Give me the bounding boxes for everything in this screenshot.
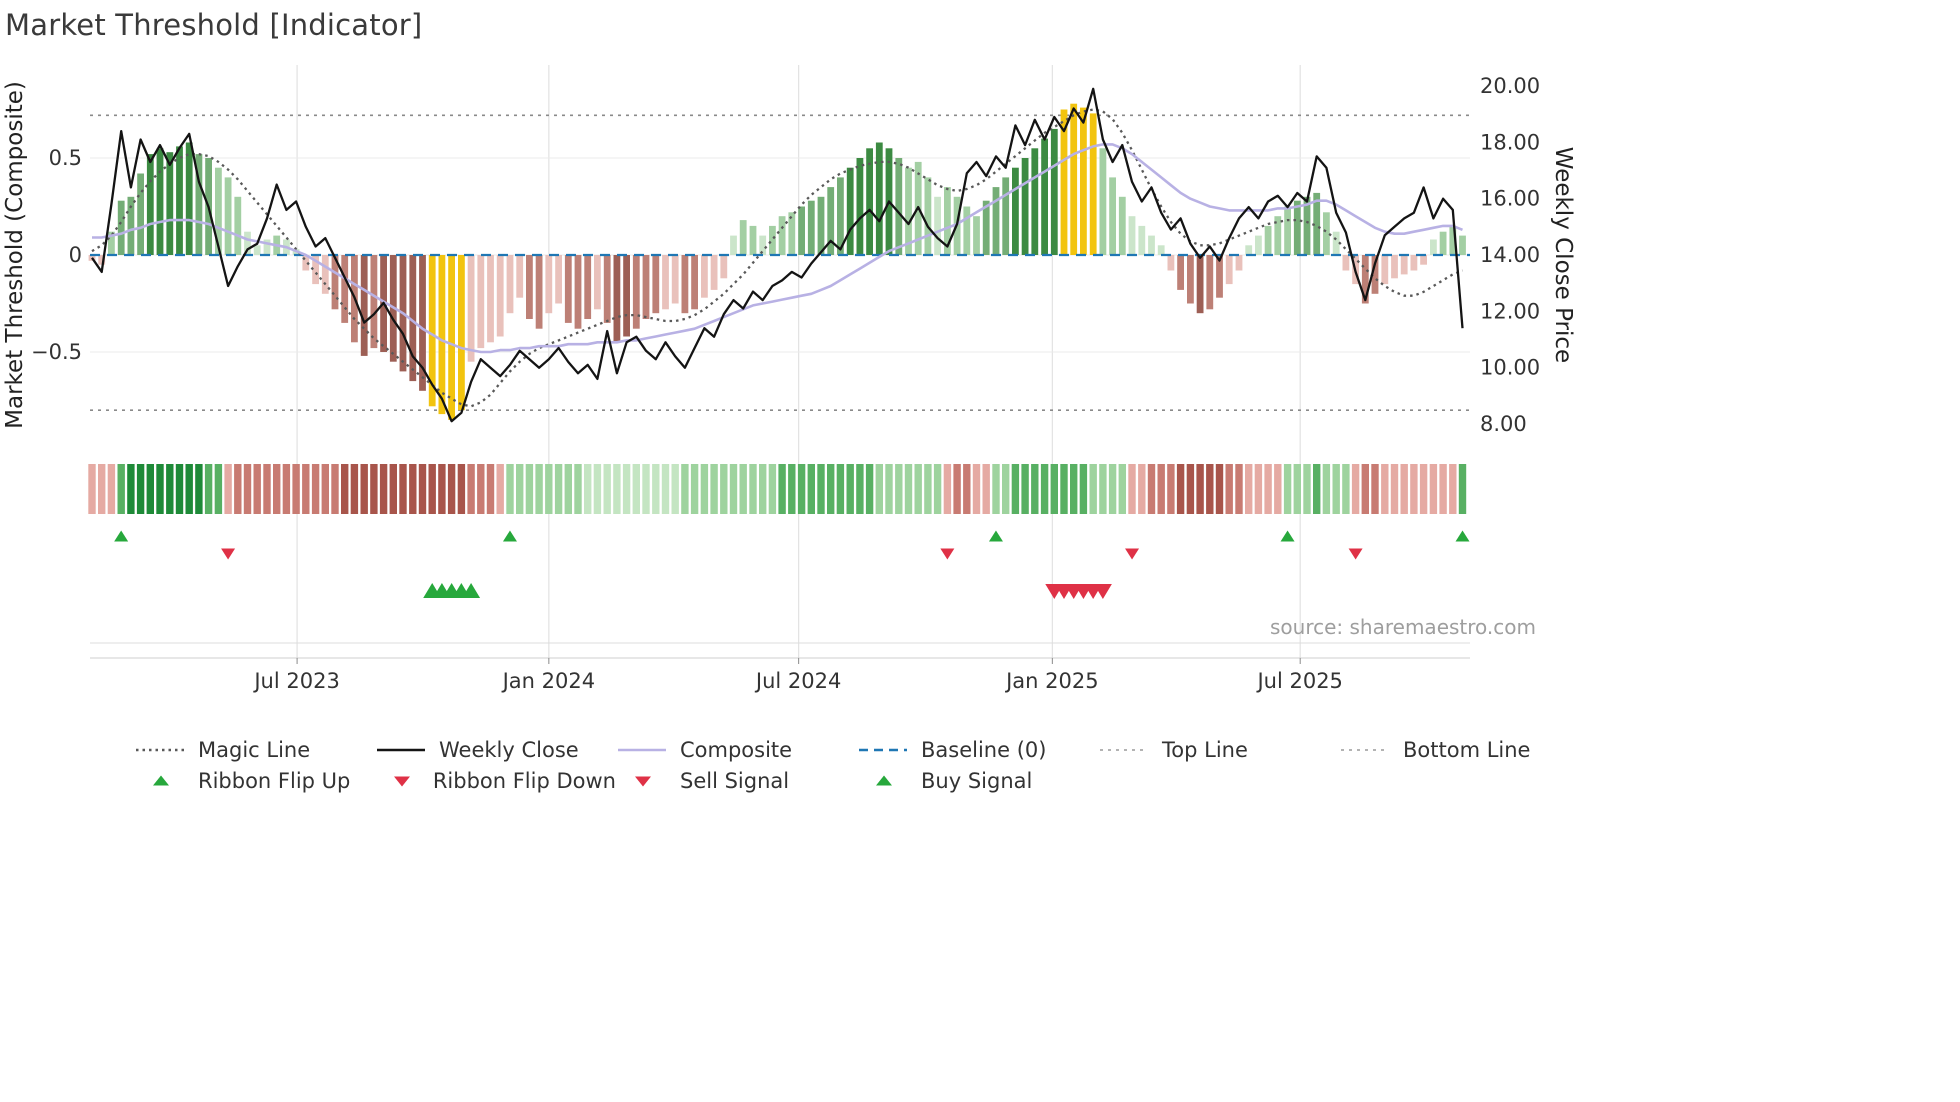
right-tick-label: 18.00 [1480,130,1540,154]
right-axis-labels: 20.00 18.00 16.00 14.00 12.00 10.00 8.00 [1480,74,1540,436]
legend-label: Sell Signal [680,769,790,793]
legend-row-2: Ribbon Flip Up Ribbon Flip Down Sell Signa… [134,769,1580,793]
page-title: Market Threshold [Indicator] [5,8,423,42]
legend: Magic Line Weekly Close Composite Baseline … [134,738,1580,793]
legend-item-magic-line: Magic Line [134,738,375,762]
ribbon-flip-up-marker [1280,530,1295,542]
legend-label: Bottom Line [1403,738,1531,762]
baseline-sample [859,748,907,752]
ribbon-flip-down-marker [1125,548,1140,560]
legend-label: Baseline (0) [921,738,1047,762]
source-credit: source: sharemaestro.com [1270,615,1536,639]
ribbon-flip-up-sample [153,775,169,786]
composite-sample [618,748,666,752]
buy-signal-sample [876,775,892,786]
buy-signal-marker [462,583,481,598]
ribbon-flip-down-sample [394,776,410,787]
left-tick-label: 0.5 [49,146,82,170]
ribbon-flip-up-marker [988,530,1003,542]
left-axis-title: Market Threshold (Composite) [2,81,28,429]
threshold-bars [88,103,1466,420]
right-axis-title: Weekly Close Price [1550,147,1576,363]
ribbon-flip-down-marker [1348,548,1363,560]
left-tick-label: 0 [69,243,82,267]
right-tick-label: 8.00 [1480,412,1527,436]
x-axis-labels: Jul 2023 Jan 2024 Jul 2024 Jan 2025 Jul 2025 [252,658,1343,693]
right-tick-label: 12.00 [1480,299,1540,323]
weekly-close-sample [377,748,425,752]
magic-line-sample [136,748,184,752]
gridlines [90,65,1470,658]
ribbon-flip-up-marker [502,530,517,542]
ribbon-flip-down-marker [940,548,955,560]
right-tick-label: 14.00 [1480,243,1540,267]
x-tick-label: Jul 2024 [754,669,841,693]
legend-label: Top Line [1162,738,1248,762]
x-tick-label: Jul 2025 [1255,669,1342,693]
ribbon-flip-up-marker [1455,530,1470,542]
left-axis-labels: 0.5 0 −0.5 [31,146,82,364]
legend-row-1: Magic Line Weekly Close Composite Baseline … [134,738,1580,762]
left-tick-label: −0.5 [31,340,82,364]
legend-item-baseline-0: Baseline (0) [857,738,1098,762]
legend-item-bottom-line: Bottom Line [1339,738,1580,762]
signal-markers [114,530,1470,599]
ribbon-strip [88,464,1467,514]
right-tick-label: 16.00 [1480,187,1540,211]
x-tick-label: Jan 2025 [1004,669,1099,693]
legend-item-ribbon-flip-up: Ribbon Flip Up [134,769,375,793]
legend-item-buy-signal: Buy Signal [857,769,1098,793]
right-tick-label: 20.00 [1480,74,1540,98]
ribbon-flip-down-marker [221,548,236,560]
legend-label: Buy Signal [921,769,1033,793]
market-threshold-chart: Jul 2023 Jan 2024 Jul 2024 Jan 2025 Jul 2025… [2,65,1576,693]
sell-signal-sample [635,776,651,787]
weekly-close-line [91,87,1464,423]
legend-label: Weekly Close [439,738,579,762]
sell-signal-marker [1093,584,1112,599]
x-tick-label: Jul 2023 [252,669,339,693]
legend-label: Composite [680,738,793,762]
top-line-sample [1100,749,1148,751]
legend-label: Ribbon Flip Down [432,769,616,793]
x-tick-label: Jan 2024 [501,669,596,693]
legend-item-top-line: Top Line [1098,738,1339,762]
ribbon-flip-up-marker [114,530,129,542]
legend-item-sell-signal: Sell Signal [616,769,857,793]
magic-line [91,108,1463,408]
legend-item-weekly-close: Weekly Close [375,738,616,762]
legend-label: Ribbon Flip Up [198,769,351,793]
legend-label: Magic Line [198,738,311,762]
bottom-line-sample [1341,749,1389,751]
right-tick-label: 10.00 [1480,356,1540,380]
legend-item-composite: Composite [616,738,857,762]
composite-line [92,143,1463,354]
legend-item-ribbon-flip-down: Ribbon Flip Down [375,769,616,793]
